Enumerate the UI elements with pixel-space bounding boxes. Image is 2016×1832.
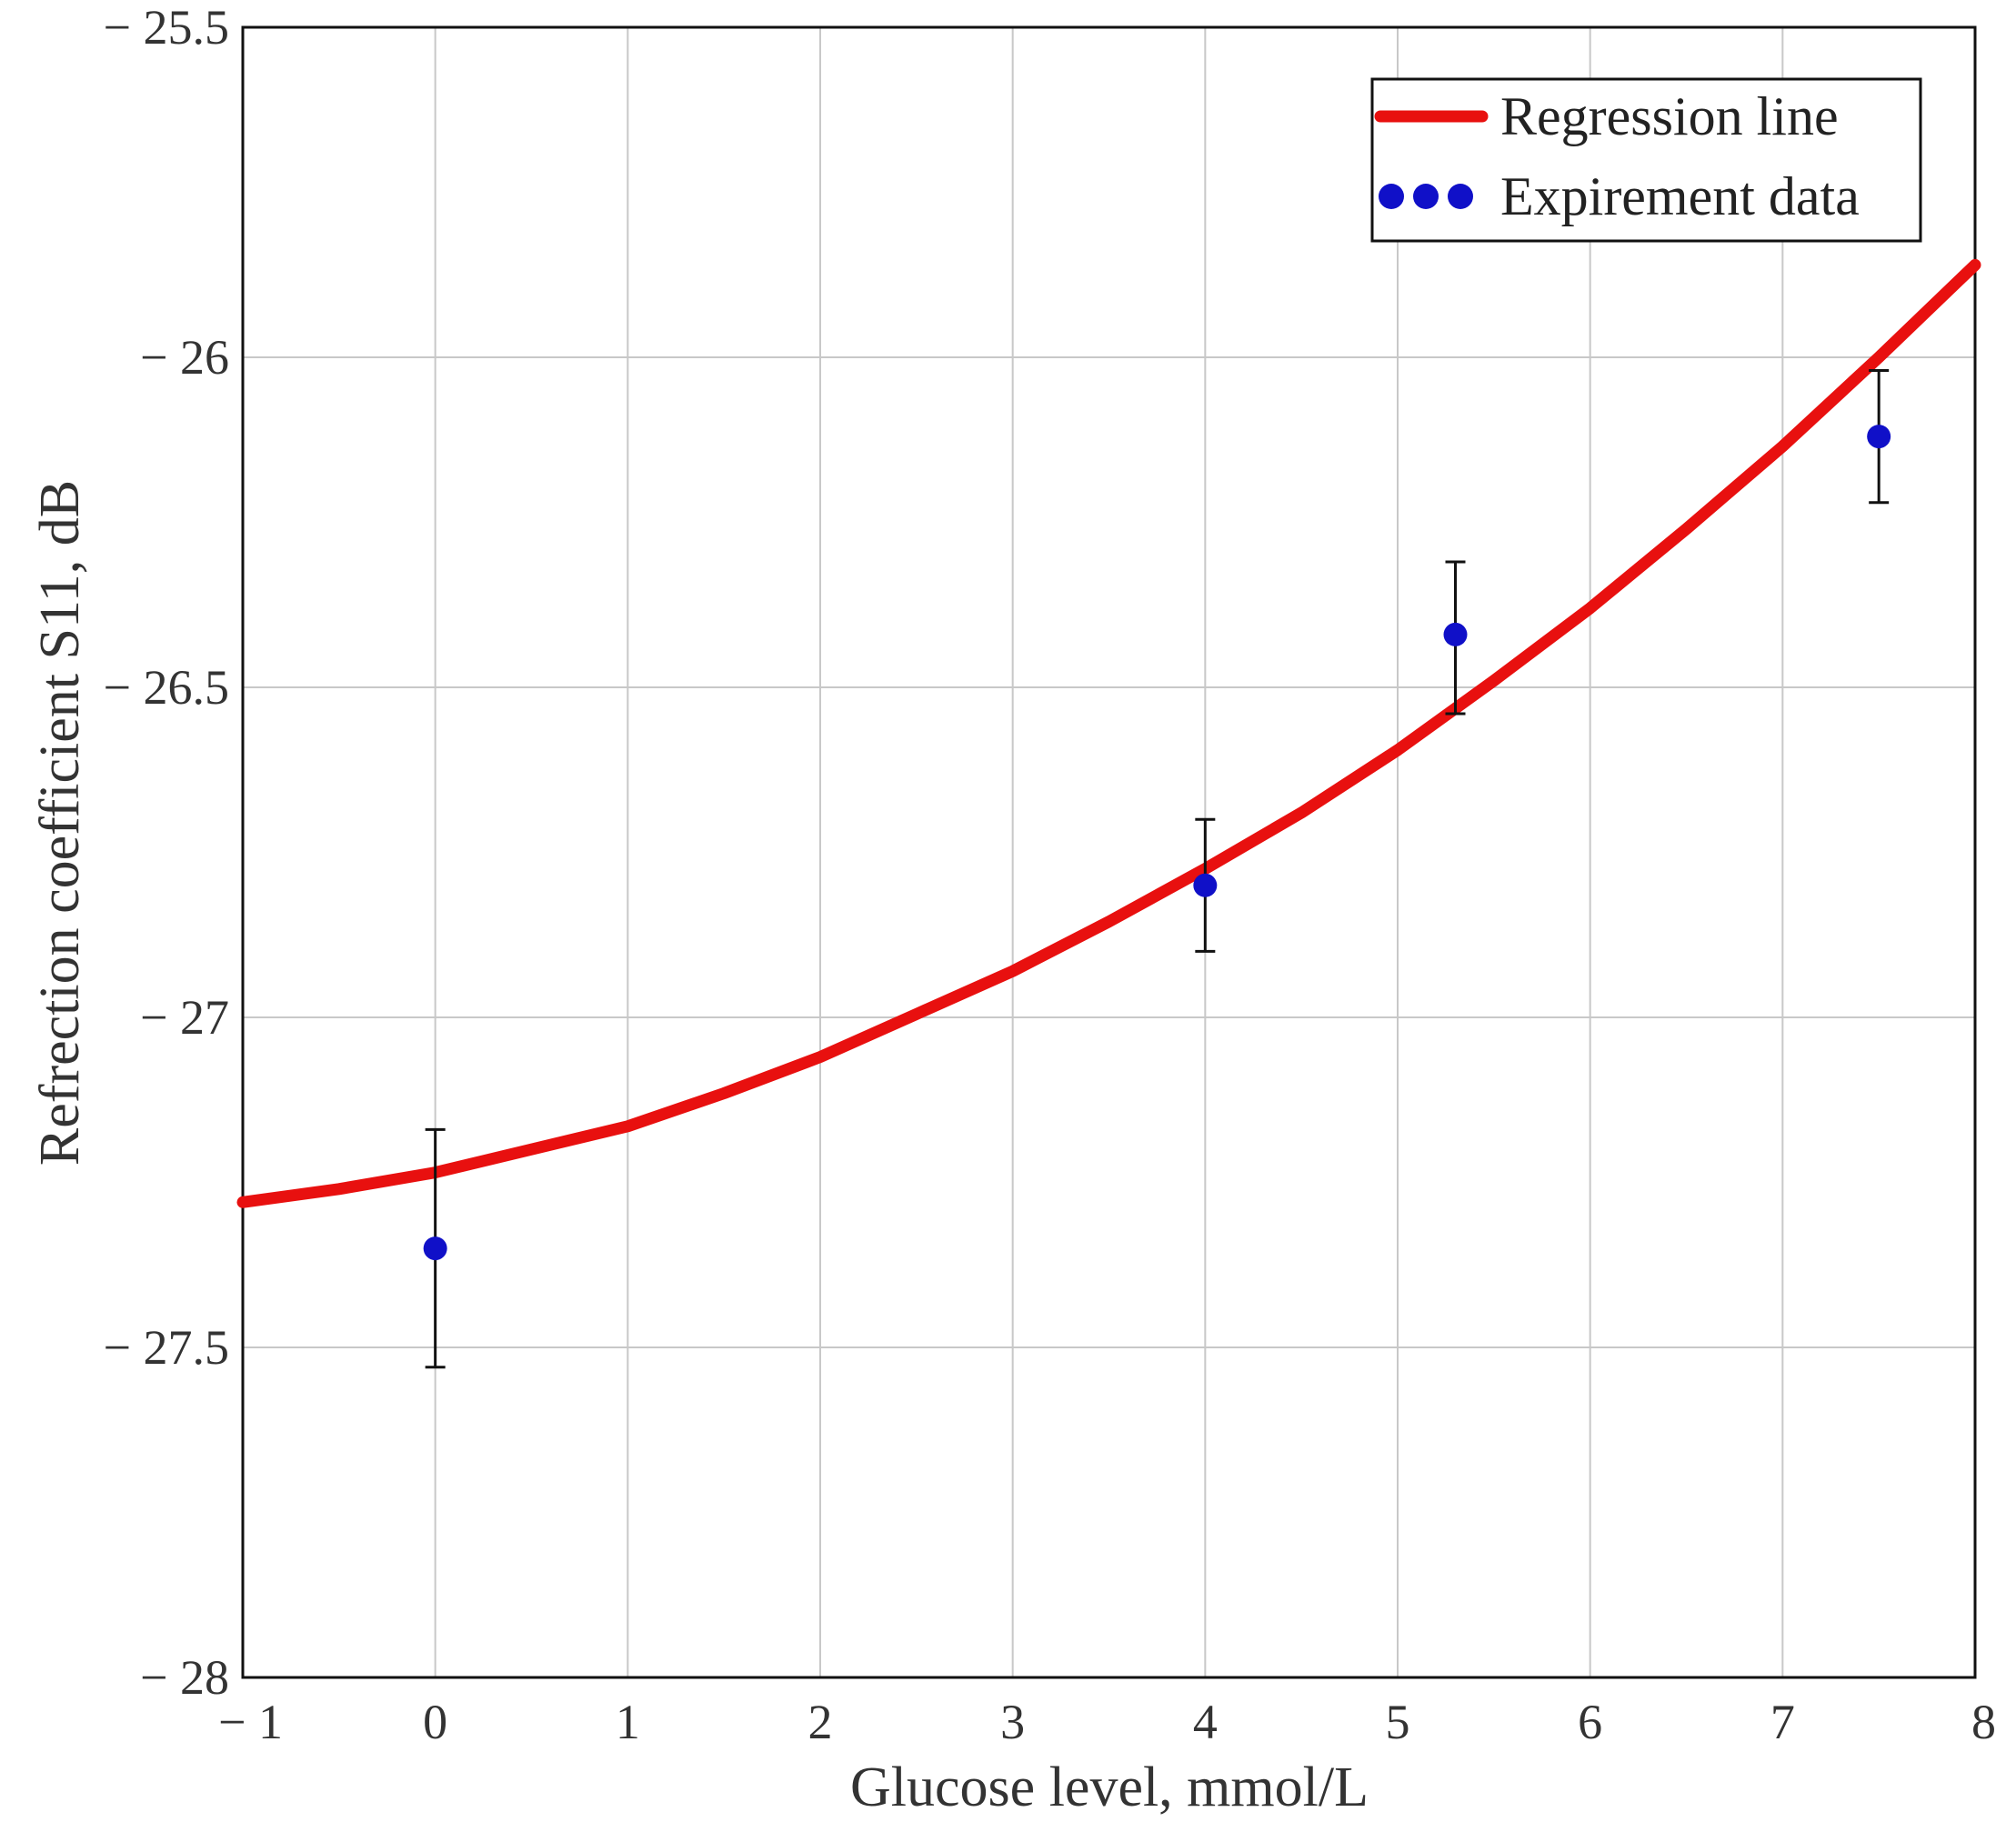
data-point (1867, 425, 1891, 449)
y-tick-label: − 26 (140, 330, 229, 385)
experiment-data-series (423, 369, 1891, 1369)
y-tick-label: − 26.5 (104, 660, 229, 715)
legend-dot (1448, 184, 1473, 209)
legend-experiment-label: Expirement data (1500, 166, 1860, 226)
legend-dot (1379, 184, 1404, 209)
x-tick-labels: − 1 0 1 2 3 4 5 6 7 8 (218, 1695, 1996, 1749)
legend-dot (1413, 184, 1439, 209)
legend-box (1370, 77, 1922, 243)
y-axis-title: Refrection coefficient S11, dB (29, 480, 91, 1166)
legend: Regression line Expirement data (1370, 77, 1922, 243)
y-tick-label: − 28 (140, 1650, 229, 1705)
x-tick-label: 6 (1578, 1695, 1602, 1749)
grid (242, 26, 1976, 1678)
legend-experiment-swatch (1379, 184, 1473, 209)
y-tick-labels: − 28 − 27.5 − 27 − 26.5 − 26 − 25.5 (104, 0, 229, 1705)
x-tick-label: 5 (1386, 1695, 1410, 1749)
x-tick-label: 0 (423, 1695, 447, 1749)
x-tick-label: 7 (1770, 1695, 1795, 1749)
y-tick-label: − 27.5 (104, 1320, 229, 1375)
x-axis-title: Glucose level, mmol/L (850, 1757, 1369, 1818)
x-tick-label: 2 (808, 1695, 833, 1749)
plot-frame (241, 25, 1977, 1679)
data-point (423, 1236, 447, 1261)
x-tick-label: 4 (1193, 1695, 1218, 1749)
x-tick-label: − 1 (218, 1695, 283, 1749)
regression-line-series (236, 258, 1981, 1208)
y-tick-label: − 25.5 (104, 0, 229, 55)
x-tick-label: 8 (1971, 1695, 1996, 1749)
y-tick-label: − 27 (140, 990, 229, 1045)
x-tick-label: 1 (616, 1695, 640, 1749)
legend-regression-label: Regression line (1500, 86, 1839, 146)
x-tick-label: 3 (1000, 1695, 1025, 1749)
regression-line (236, 258, 1981, 1208)
data-point (1443, 622, 1468, 646)
data-point (1193, 873, 1218, 897)
